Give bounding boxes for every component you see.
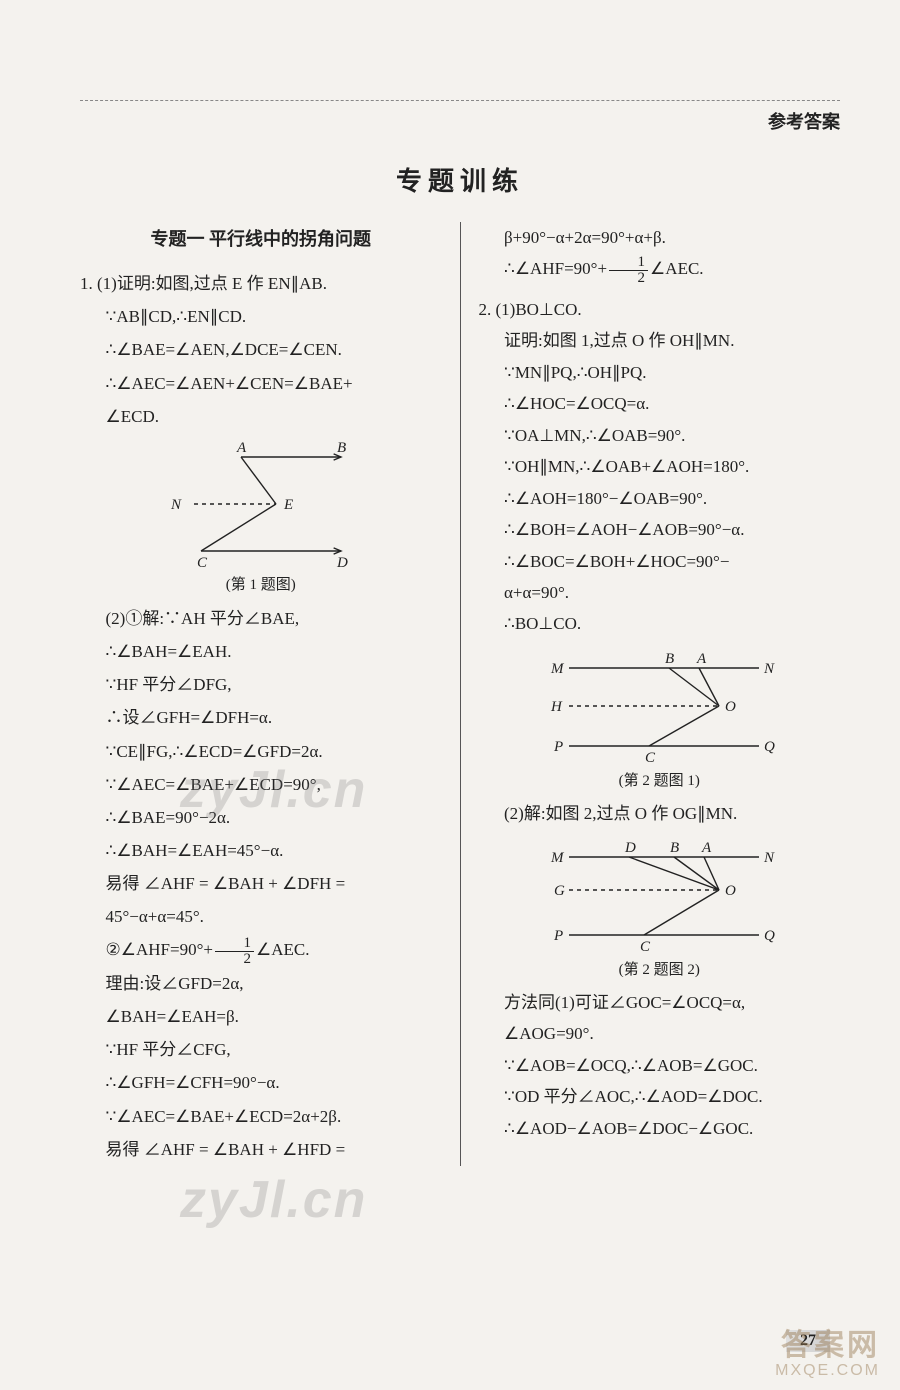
figure-2-caption: (第 2 题图 1) (479, 768, 841, 796)
svg-text:P: P (553, 928, 563, 944)
line: ∴∠GFH=∠CFH=90°−α. (80, 1066, 442, 1099)
figure-2: M B A N H O P C Q (第 2 题图 1) (479, 646, 841, 796)
frac-den: 2 (215, 952, 254, 967)
line: β+90°−α+2α=90°+α+β. (479, 222, 841, 253)
figure-2-svg: M B A N H O P C Q (534, 646, 784, 766)
section-title: 专题训练 (80, 161, 840, 198)
line: ∴∠AEC=∠AEN+∠CEN=∠BAE+ (80, 367, 442, 400)
figure-3: M D B A N G O P C Q (第 2 题图 2) (479, 835, 841, 985)
line: ∵AB∥CD,∴EN∥CD. (80, 300, 442, 333)
line: ∠ECD. (80, 400, 442, 433)
spacer (479, 286, 841, 294)
watermark-2: zyJl.cn (180, 1170, 367, 1230)
svg-text:A: A (236, 440, 247, 456)
svg-text:Q: Q (764, 928, 775, 944)
line: ∵OH∥MN,∴∠OAB+∠AOH=180°. (479, 451, 841, 482)
line: ∴∠BAE=90°−2α. (80, 801, 442, 834)
frac-num: 1 (609, 255, 648, 271)
line: (2)解:如图 2,过点 O 作 OG∥MN. (479, 798, 841, 829)
line: ∵OD 平分∠AOC,∴∠AOD=∠DOC. (479, 1081, 841, 1112)
line: 易得 ∠AHF = ∠BAH + ∠HFD = (80, 1133, 442, 1166)
fraction: 12 (215, 936, 254, 967)
line: ∠AOG=90°. (479, 1018, 841, 1049)
line: 证明:如图 1,过点 O 作 OH∥MN. (479, 325, 841, 356)
line: ∴∠BOC=∠BOH+∠HOC=90°− (479, 546, 841, 577)
svg-text:E: E (283, 497, 293, 513)
right-column: β+90°−α+2α=90°+α+β. ∴∠AHF=90°+12∠AEC. 2.… (461, 222, 841, 1166)
header-divider (80, 100, 840, 101)
corner-wm-line2: MXQE.COM (775, 1362, 880, 1380)
svg-text:D: D (624, 840, 636, 856)
line: ∴BO⊥CO. (479, 608, 841, 639)
line: 方法同(1)可证∠GOC=∠OCQ=α, (479, 987, 841, 1018)
line: ∴∠HOC=∠OCQ=α. (479, 388, 841, 419)
line: 易得 ∠AHF = ∠BAH + ∠DFH = (80, 867, 442, 900)
line: ∠BAH=∠EAH=β. (80, 1000, 442, 1033)
svg-text:N: N (763, 661, 775, 677)
line: ∴设∠GFH=∠DFH=α. (80, 701, 442, 734)
svg-text:B: B (665, 651, 674, 667)
figure-1-caption: (第 1 题图) (80, 571, 442, 600)
line: ∵MN∥PQ,∴OH∥PQ. (479, 357, 841, 388)
line: ∵∠AEC=∠BAE+∠ECD=90°, (80, 768, 442, 801)
svg-text:C: C (645, 750, 656, 766)
frac-num: 1 (215, 936, 254, 952)
svg-text:Q: Q (764, 739, 775, 755)
svg-text:B: B (670, 840, 679, 856)
line: (2)①解:∵AH 平分∠BAE, (80, 602, 442, 635)
line: ∵∠AOB=∠OCQ,∴∠AOB=∠GOC. (479, 1050, 841, 1081)
text: ∴∠AHF=90°+ (504, 259, 607, 278)
page: 参考答案 专题训练 专题一 平行线中的拐角问题 1. (1)证明:如图,过点 E… (0, 0, 900, 1390)
line: 1. (1)证明:如图,过点 E 作 EN∥AB. (80, 267, 442, 300)
figure-3-caption: (第 2 题图 2) (479, 957, 841, 985)
figure-1: A B N E C D (第 1 题图) (80, 439, 442, 600)
svg-text:P: P (553, 739, 563, 755)
line: ∴∠BOH=∠AOH−∠AOB=90°−α. (479, 514, 841, 545)
corner-wm-line1: 答案网 (775, 1329, 880, 1362)
svg-text:N: N (170, 497, 182, 513)
frac-den: 2 (609, 271, 648, 286)
svg-text:M: M (550, 661, 565, 677)
line: ∵HF 平分∠DFG, (80, 668, 442, 701)
line: ∴∠AHF=90°+12∠AEC. (479, 253, 841, 286)
line: ②∠AHF=90°+12∠AEC. (80, 933, 442, 967)
figure-3-svg: M D B A N G O P C Q (534, 835, 784, 955)
svg-text:B: B (337, 440, 346, 456)
figure-1-svg: A B N E C D (156, 439, 366, 569)
text: ∠AEC. (650, 259, 704, 278)
svg-text:G: G (554, 883, 565, 899)
line: ∵∠AEC=∠BAE+∠ECD=2α+2β. (80, 1100, 442, 1133)
svg-text:A: A (696, 651, 707, 667)
line: ∴∠BAE=∠AEN,∠DCE=∠CEN. (80, 333, 442, 366)
line: ∵CE∥FG,∴∠ECD=∠GFD=2α. (80, 735, 442, 768)
line: 45°−α+α=45°. (80, 900, 442, 933)
line: ∴∠AOH=180°−∠OAB=90°. (479, 483, 841, 514)
svg-text:O: O (725, 883, 736, 899)
corner-watermark: 答案网 MXQE.COM (775, 1329, 880, 1380)
left-column: 专题一 平行线中的拐角问题 1. (1)证明:如图,过点 E 作 EN∥AB. … (80, 222, 461, 1166)
content-columns: 专题一 平行线中的拐角问题 1. (1)证明:如图,过点 E 作 EN∥AB. … (80, 222, 840, 1166)
svg-text:O: O (725, 699, 736, 715)
line: α+α=90°. (479, 577, 841, 608)
svg-text:D: D (336, 555, 348, 569)
svg-text:H: H (550, 699, 563, 715)
line: ∴∠BAH=∠EAH=45°−α. (80, 834, 442, 867)
line: 理由:设∠GFD=2α, (80, 967, 442, 1000)
svg-text:A: A (701, 840, 712, 856)
svg-text:N: N (763, 850, 775, 866)
header-label: 参考答案 (768, 108, 840, 134)
line: ∵OA⊥MN,∴∠OAB=90°. (479, 420, 841, 451)
topic-title: 专题一 平行线中的拐角问题 (80, 222, 442, 257)
line: ∵HF 平分∠CFG, (80, 1033, 442, 1066)
svg-text:C: C (197, 555, 208, 569)
text: ∠AEC. (256, 940, 310, 959)
line: ∴∠AOD−∠AOB=∠DOC−∠GOC. (479, 1113, 841, 1144)
svg-text:M: M (550, 850, 565, 866)
line: ∴∠BAH=∠EAH. (80, 635, 442, 668)
fraction: 12 (609, 255, 648, 286)
svg-text:C: C (640, 939, 651, 955)
text: ②∠AHF=90°+ (106, 940, 213, 959)
line: 2. (1)BO⊥CO. (479, 294, 841, 325)
